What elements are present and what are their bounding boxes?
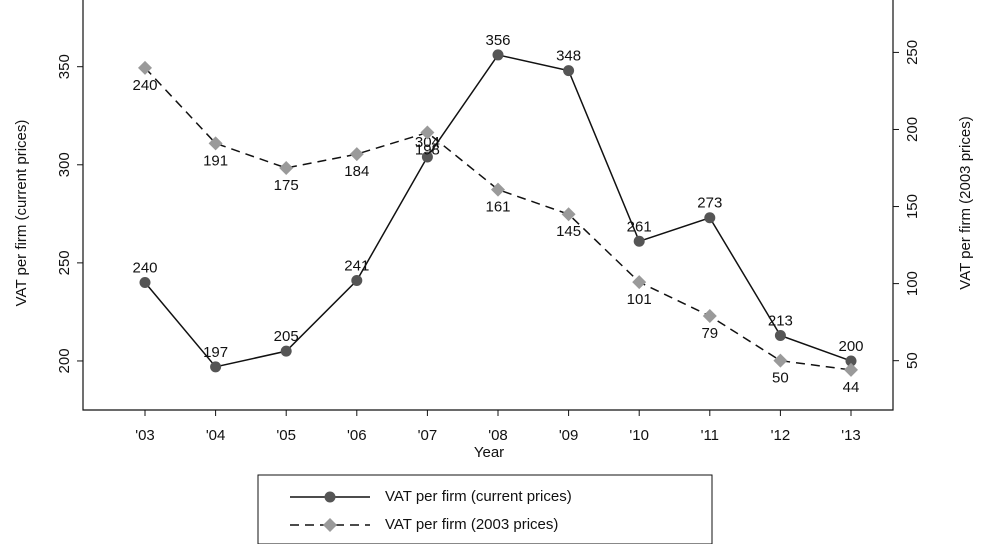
data-point <box>139 276 151 288</box>
data-label: 261 <box>627 218 652 235</box>
data-label: 79 <box>701 325 718 342</box>
data-point <box>491 182 505 197</box>
data-point <box>351 275 363 287</box>
y-tick-label: 250 <box>56 250 73 275</box>
data-point <box>702 308 717 323</box>
data-label: 101 <box>627 291 652 308</box>
y2-tick-label: 150 <box>904 194 921 219</box>
x-tick-label: '13 <box>841 427 861 444</box>
data-label: 273 <box>697 195 722 212</box>
x-tick-label: '09 <box>559 427 579 444</box>
data-label: 198 <box>415 142 440 159</box>
y-tick-label: 300 <box>56 152 73 177</box>
data-point <box>774 329 786 341</box>
data-label: 240 <box>132 259 157 276</box>
y2-tick-label: 100 <box>904 271 921 296</box>
data-label: 161 <box>485 199 510 216</box>
axes <box>82 0 894 411</box>
y-tick-label: 200 <box>56 348 73 373</box>
series-line <box>144 67 852 371</box>
data-label: 184 <box>344 163 369 180</box>
x-axis-label: Year <box>474 444 504 461</box>
data-point <box>773 353 788 368</box>
data-point <box>421 151 433 163</box>
data-point <box>208 136 223 151</box>
data-label: 191 <box>203 152 228 169</box>
legend-box <box>257 474 713 545</box>
data-point <box>563 65 575 77</box>
x-tick-label: '08 <box>488 427 508 444</box>
x-tick-label: '10 <box>629 427 649 444</box>
x-tick-label: '11 <box>701 427 719 444</box>
data-label: 200 <box>838 338 863 355</box>
data-label: 197 <box>203 344 228 361</box>
y2-tick-label: 200 <box>904 117 921 142</box>
y2-tick-label: 250 <box>904 40 921 65</box>
x-tick-label: '03 <box>135 427 155 444</box>
data-point <box>492 49 504 61</box>
data-point <box>844 362 858 377</box>
data-label: 348 <box>556 48 581 65</box>
data-point <box>845 355 857 367</box>
y2-axis-label: VAT per firm (2003 prices) <box>957 116 974 289</box>
data-label: 205 <box>274 328 299 345</box>
data-point <box>632 275 647 290</box>
x-tick-label: '04 <box>206 427 226 444</box>
data-point <box>633 235 645 247</box>
y2-tick-label: 50 <box>904 352 921 369</box>
x-tick-label: '05 <box>276 427 296 444</box>
data-point <box>561 207 576 222</box>
data-label: 240 <box>132 77 157 94</box>
legend-label: VAT per firm (2003 prices) <box>385 516 558 533</box>
data-label: 44 <box>843 379 860 396</box>
data-point <box>704 212 716 224</box>
data-label: 356 <box>485 32 510 49</box>
data-point <box>420 125 435 140</box>
data-label: 145 <box>556 223 581 240</box>
data-label: 241 <box>344 257 369 274</box>
legend-marker <box>324 491 336 503</box>
data-point <box>279 161 294 176</box>
legend-label: VAT per firm (current prices) <box>385 488 572 505</box>
data-point <box>280 345 292 357</box>
data-label: 213 <box>768 312 793 329</box>
data-label: 50 <box>772 370 789 387</box>
y-tick-label: 350 <box>56 54 73 79</box>
data-point <box>138 60 152 75</box>
data-label: 175 <box>274 177 299 194</box>
data-point <box>349 147 364 162</box>
legend-marker <box>323 518 337 532</box>
data-point <box>210 361 222 373</box>
x-tick-label: '06 <box>347 427 367 444</box>
y-axis-label: VAT per firm (current prices) <box>13 120 30 307</box>
x-tick-label: '12 <box>771 427 791 444</box>
x-tick-label: '07 <box>418 427 438 444</box>
